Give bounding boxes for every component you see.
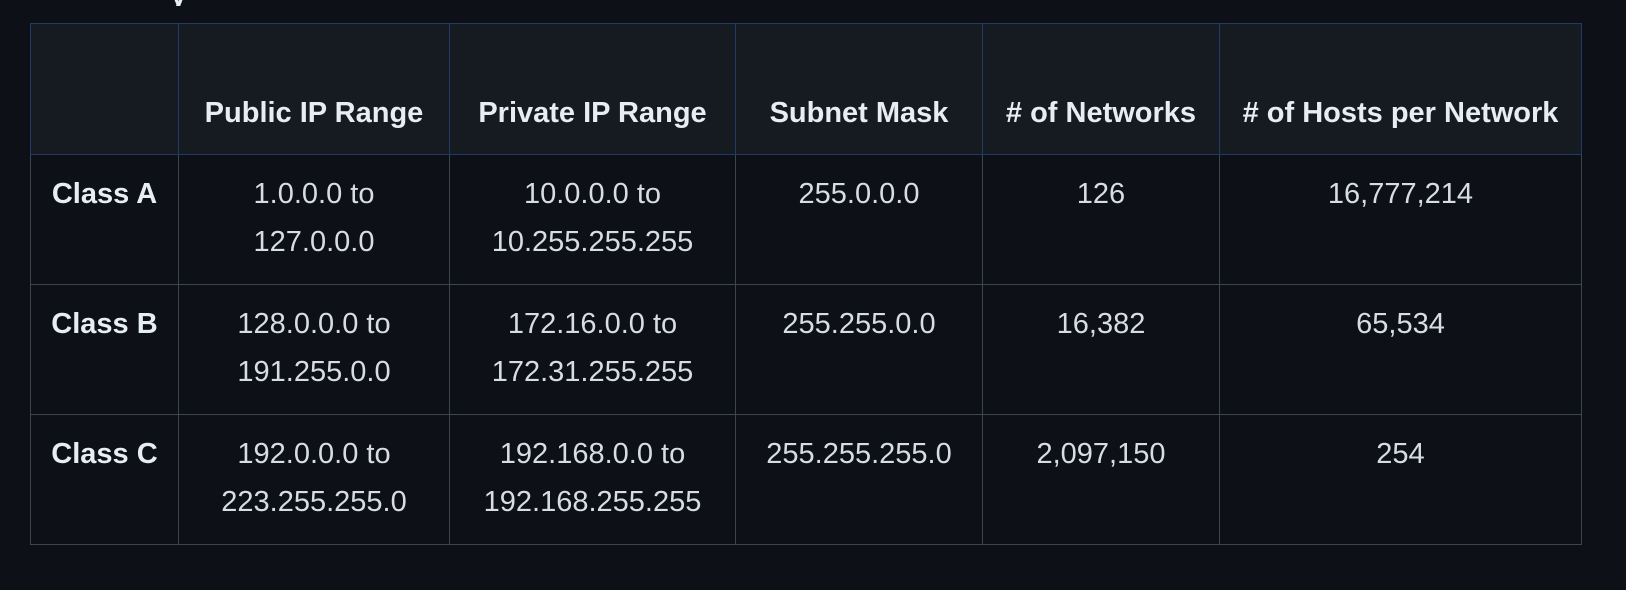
row-class-label: Class A (30, 154, 179, 285)
subnet-mask-cell: 255.255.0.0 (735, 284, 983, 415)
networks-cell: 126 (982, 154, 1220, 285)
header-networks: # of Networks (982, 23, 1220, 155)
subnet-mask-cell: 255.255.255.0 (735, 414, 983, 545)
header-subnet-mask: Subnet Mask (735, 23, 983, 155)
table-row: Class A 1.0.0.0 to 127.0.0.0 10.0.0.0 to… (30, 154, 1582, 285)
public-range-cell: 128.0.0.0 to 191.255.0.0 (178, 284, 450, 415)
table-row: Class C 192.0.0.0 to 223.255.255.0 192.1… (30, 414, 1582, 545)
heading-fragment-text: y (170, 0, 300, 6)
table-row: Class B 128.0.0.0 to 191.255.0.0 172.16.… (30, 284, 1582, 415)
hosts-cell: 65,534 (1219, 284, 1582, 415)
public-range-cell: 192.0.0.0 to 223.255.255.0 (178, 414, 450, 545)
header-public-ip-range: Public IP Range (178, 23, 450, 155)
hosts-cell: 16,777,214 (1219, 154, 1582, 285)
networks-cell: 2,097,150 (982, 414, 1220, 545)
private-range-cell: 172.16.0.0 to 172.31.255.255 (449, 284, 736, 415)
hosts-cell: 254 (1219, 414, 1582, 545)
table-header-row: Public IP Range Private IP Range Subnet … (30, 23, 1582, 155)
ip-class-table: Public IP Range Private IP Range Subnet … (30, 23, 1582, 545)
heading-fragment: y (170, 0, 300, 6)
private-range-cell: 192.168.0.0 to 192.168.255.255 (449, 414, 736, 545)
header-hosts-per-network: # of Hosts per Network (1219, 23, 1582, 155)
header-empty (30, 23, 179, 155)
row-class-label: Class C (30, 414, 179, 545)
private-range-cell: 10.0.0.0 to 10.255.255.255 (449, 154, 736, 285)
networks-cell: 16,382 (982, 284, 1220, 415)
subnet-mask-cell: 255.0.0.0 (735, 154, 983, 285)
header-private-ip-range: Private IP Range (449, 23, 736, 155)
row-class-label: Class B (30, 284, 179, 415)
public-range-cell: 1.0.0.0 to 127.0.0.0 (178, 154, 450, 285)
